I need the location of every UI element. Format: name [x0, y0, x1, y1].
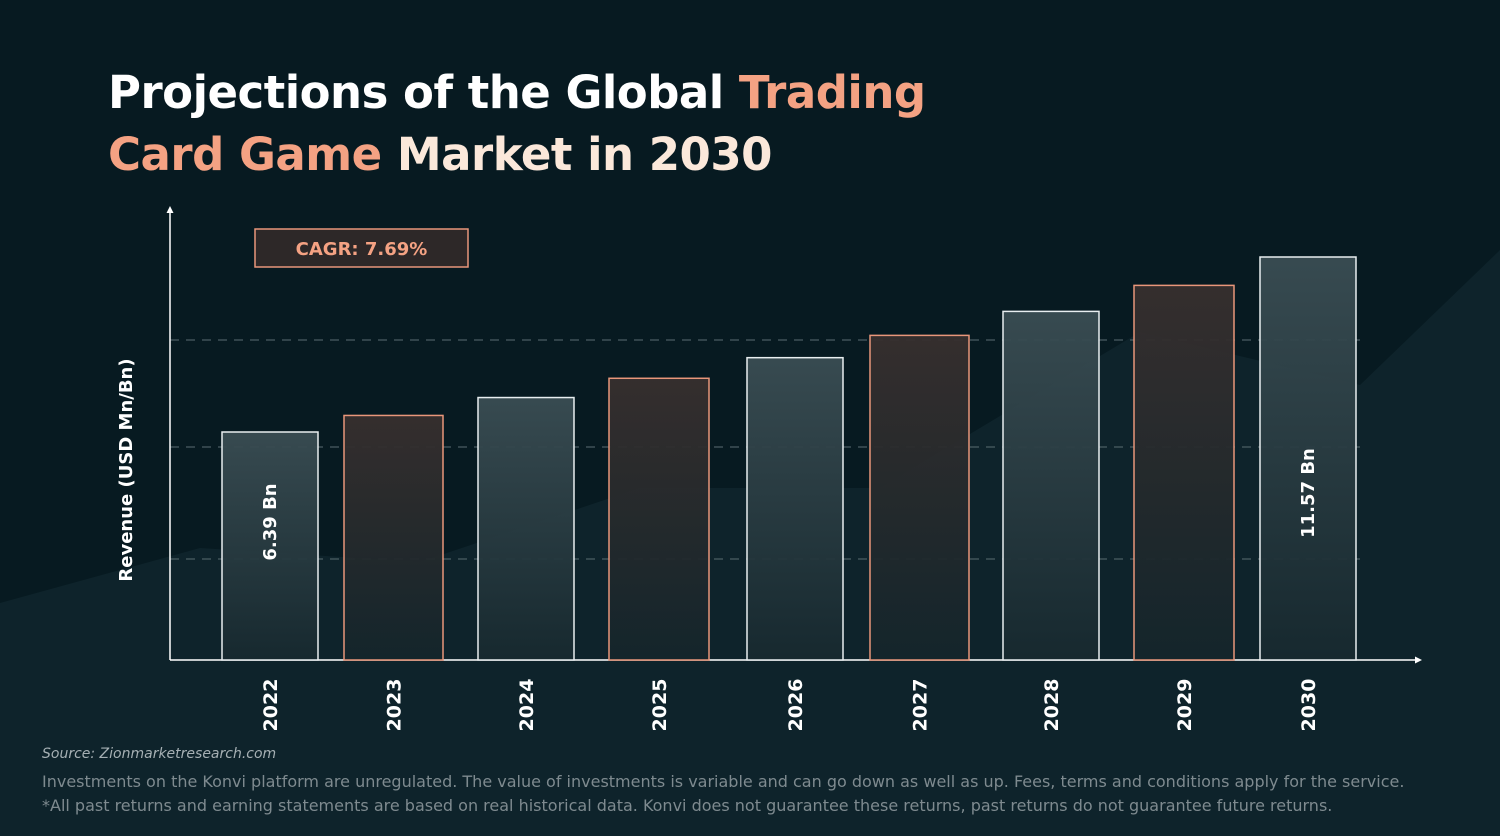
- source-note: Source: Zionmarketresearch.com: [42, 746, 277, 762]
- data-label-2030: 11.57 Bn: [1298, 448, 1319, 538]
- x-tick-label-2029: 2029: [1174, 679, 1196, 732]
- x-tick-label-2026: 2026: [785, 679, 807, 732]
- title-part2: Market in 2030: [381, 128, 773, 181]
- data-label-2022: 6.39 Bn: [260, 483, 281, 560]
- bar-2027: [869, 334, 970, 661]
- x-tick-label-2028: 2028: [1041, 679, 1063, 732]
- bar-2026: [746, 356, 844, 661]
- bar-2030: [1259, 256, 1357, 661]
- x-tick-label-2030: 2030: [1298, 679, 1320, 732]
- bar-2022: [221, 431, 319, 661]
- title-part1: Projections of the Global: [108, 66, 739, 119]
- labels: 2022 6.39 Bn 2023 2024 2025 2026 2027 2028 2029 2…: [260, 448, 1320, 731]
- x-tick-label-2024: 2024: [516, 679, 538, 732]
- cagr-annotation: CAGR: 7.69%: [254, 228, 469, 268]
- disclaimer: Investments on the Konvi platform are un…: [42, 770, 1487, 818]
- bar-2028: [1002, 310, 1100, 661]
- bar-2024: [477, 396, 575, 661]
- disclaimer-line1: Investments on the Konvi platform are un…: [42, 772, 1405, 791]
- x-tick-label-2022: 2022: [260, 679, 282, 732]
- y-axis-arrow: [166, 206, 174, 213]
- bar-2023: [343, 414, 444, 661]
- x-axis-arrow: [1415, 656, 1422, 664]
- x-tick-label-2027: 2027: [910, 679, 932, 732]
- title-highlight1: Trading: [738, 66, 926, 119]
- page-title: Projections of the Global Trading Card G…: [108, 62, 926, 186]
- bars: [221, 256, 1357, 661]
- cagr-label: CAGR: 7.69%: [296, 239, 428, 260]
- y-axis-label: Revenue (USD Mn/Bn): [116, 358, 137, 581]
- x-tick-label-2023: 2023: [384, 679, 406, 732]
- x-tick-label-2025: 2025: [649, 679, 671, 732]
- bar-2029: [1133, 284, 1235, 661]
- disclaimer-line2: *All past returns and earning statements…: [42, 796, 1333, 815]
- bar-2025: [608, 377, 710, 661]
- title-highlight2: Card Game: [108, 128, 382, 181]
